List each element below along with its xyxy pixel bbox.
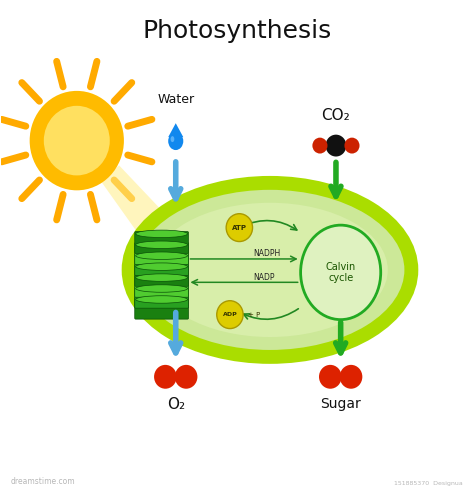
- Text: 151885370  Designua: 151885370 Designua: [394, 481, 463, 486]
- Text: + P: + P: [248, 312, 260, 318]
- FancyBboxPatch shape: [135, 297, 189, 319]
- Circle shape: [326, 134, 346, 156]
- FancyBboxPatch shape: [135, 254, 189, 276]
- Circle shape: [154, 365, 177, 388]
- FancyBboxPatch shape: [135, 264, 189, 286]
- Ellipse shape: [136, 274, 188, 281]
- Ellipse shape: [301, 225, 381, 320]
- Circle shape: [312, 138, 328, 154]
- Text: dreamstime.com: dreamstime.com: [11, 477, 75, 486]
- FancyBboxPatch shape: [135, 286, 189, 308]
- Text: ATP: ATP: [232, 224, 247, 230]
- FancyBboxPatch shape: [135, 232, 189, 254]
- Ellipse shape: [44, 106, 110, 176]
- Ellipse shape: [171, 136, 174, 142]
- Ellipse shape: [136, 252, 188, 260]
- Text: Water: Water: [157, 93, 194, 106]
- FancyBboxPatch shape: [135, 242, 189, 264]
- Ellipse shape: [168, 132, 183, 150]
- Circle shape: [226, 214, 253, 242]
- Ellipse shape: [136, 241, 188, 248]
- FancyBboxPatch shape: [135, 276, 189, 297]
- Ellipse shape: [128, 183, 411, 357]
- Circle shape: [175, 365, 197, 388]
- Polygon shape: [168, 123, 183, 137]
- Text: NADPH: NADPH: [254, 250, 281, 258]
- Circle shape: [345, 138, 359, 154]
- Ellipse shape: [136, 296, 188, 303]
- Circle shape: [340, 365, 362, 388]
- Circle shape: [217, 300, 243, 328]
- Circle shape: [319, 365, 342, 388]
- Text: Photosynthesis: Photosynthesis: [142, 19, 332, 43]
- Text: ADP: ADP: [223, 312, 237, 317]
- Ellipse shape: [152, 203, 388, 337]
- Ellipse shape: [136, 263, 188, 270]
- Ellipse shape: [30, 91, 124, 190]
- Text: NADP: NADP: [254, 273, 275, 282]
- Polygon shape: [100, 166, 166, 240]
- Text: Sugar: Sugar: [320, 396, 361, 410]
- Text: O₂: O₂: [167, 396, 185, 411]
- Ellipse shape: [136, 285, 188, 292]
- Ellipse shape: [136, 230, 188, 237]
- Text: CO₂: CO₂: [321, 108, 350, 123]
- Text: Calvin
cycle: Calvin cycle: [326, 262, 356, 283]
